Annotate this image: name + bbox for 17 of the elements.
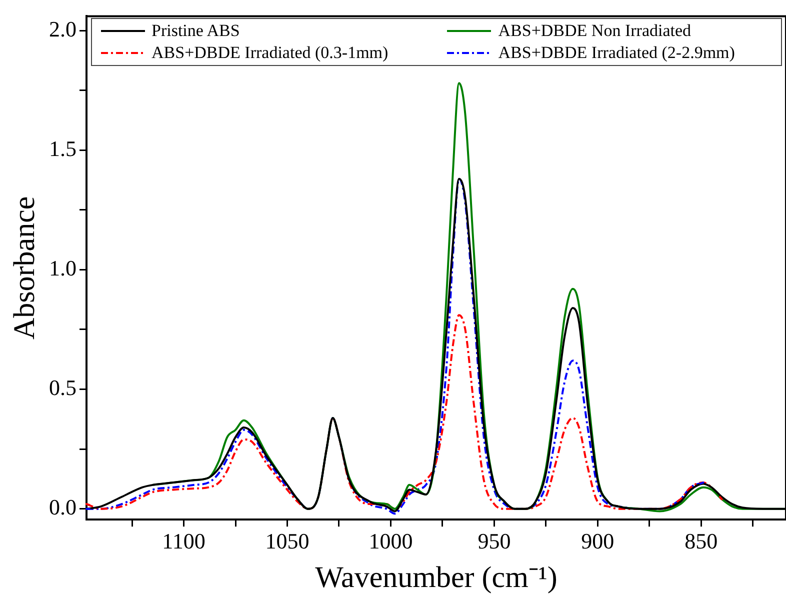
y-axis-title: Absorbance [8,196,41,340]
y-tick-label: 0.0 [49,494,76,520]
x-tick-label: 850 [684,528,718,554]
legend-label: ABS+DBDE Non Irradiated [498,21,692,42]
y-tick-label: 2.0 [49,16,76,42]
legend-label: ABS+DBDE Irradiated (2-2.9mm) [498,43,735,64]
x-tick-label: 900 [581,528,614,554]
x-tick-label: 1100 [162,528,206,554]
x-tick-label: 1000 [368,528,413,554]
x-axis-title: Wavenumber (cm⁻¹) [315,560,558,594]
legend-label: Pristine ABS [152,21,240,42]
x-tick-label: 1050 [265,528,310,554]
legend-label: ABS+DBDE Irradiated (0.3-1mm) [152,43,388,64]
x-tick-label: 950 [478,528,511,554]
y-tick-label: 1.5 [49,136,76,161]
y-tick-label: 0.5 [49,375,76,400]
y-tick-label: 1.0 [49,255,76,280]
